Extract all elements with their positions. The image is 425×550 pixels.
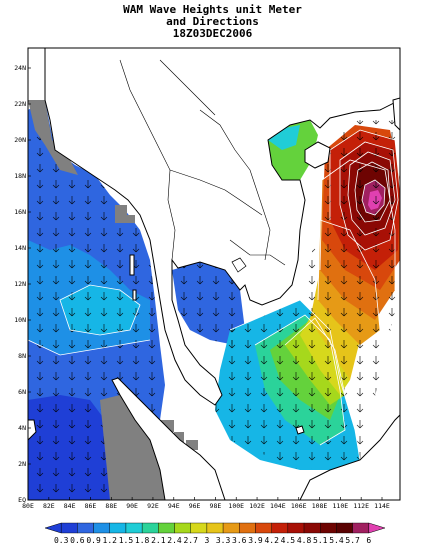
lon-label: 112E bbox=[353, 502, 369, 510]
colorbar-label: 3.3 bbox=[216, 536, 231, 545]
colorbar-label: 3.6 bbox=[232, 536, 247, 545]
colorbar-swatch bbox=[352, 522, 370, 534]
lat-label: 10N bbox=[14, 316, 26, 324]
colorbar-swatch bbox=[271, 522, 289, 534]
colorbar-label: 0.3 bbox=[54, 536, 69, 545]
lon-label: 90E bbox=[126, 502, 138, 510]
colorbar-label: 4.8 bbox=[297, 536, 312, 545]
colorbar-swatch bbox=[141, 522, 159, 534]
lat-label: 22N bbox=[14, 100, 26, 108]
colorbar-label: 5.1 bbox=[313, 536, 328, 545]
colorbar-label: 3.9 bbox=[248, 536, 263, 545]
colorbar-label: 4.5 bbox=[281, 536, 296, 545]
wave-field bbox=[28, 48, 400, 500]
lat-label: 4N bbox=[18, 424, 26, 432]
colorbar-label: 3 bbox=[204, 536, 209, 545]
lon-label: 92E bbox=[147, 502, 159, 510]
colorbar-min-arrow bbox=[44, 522, 62, 534]
colorbar-swatch bbox=[109, 522, 127, 534]
plot-frame bbox=[27, 47, 401, 501]
coastlines bbox=[28, 48, 400, 500]
contour-lines bbox=[28, 129, 400, 461]
colorbar-label: 5.7 bbox=[345, 536, 360, 545]
lon-label: 96E bbox=[189, 502, 201, 510]
longitude-axis: 80E 82E 84E 86E 88E 90E 92E 94E 96E 98E 100E 102E 10… bbox=[22, 497, 390, 510]
colorbar-labels: 0.3 0.6 0.9 1.2 1.5 1.8 2.1 2.4 2.7 3 3.3 3.6 3.9 4.2… bbox=[54, 536, 371, 545]
lat-label: 12N bbox=[14, 280, 26, 288]
lon-label: 114E bbox=[374, 502, 390, 510]
colorbar-label: 0.9 bbox=[86, 536, 101, 545]
lon-label: 94E bbox=[168, 502, 180, 510]
colorbar-swatch bbox=[222, 522, 240, 534]
lat-label: 24N bbox=[14, 64, 26, 72]
lat-label: 6N bbox=[18, 388, 26, 396]
colorbar-label: 2.4 bbox=[167, 536, 182, 545]
colorbar-label: 2.7 bbox=[183, 536, 198, 545]
colorbar bbox=[44, 522, 386, 534]
country-borders bbox=[119, 59, 286, 266]
title-line-1: WAM Wave Heights unit Meter bbox=[123, 3, 302, 16]
lon-label: 104E bbox=[270, 502, 286, 510]
lon-label: 84E bbox=[64, 502, 76, 510]
colorbar-swatch bbox=[336, 522, 353, 534]
colorbar-swatch bbox=[190, 522, 208, 534]
lon-label: 88E bbox=[105, 502, 117, 510]
title-line-3: 18Z03DEC2006 bbox=[172, 27, 253, 40]
tonle-sap-lake bbox=[231, 257, 247, 273]
lon-label: 110E bbox=[333, 502, 349, 510]
colorbar-swatch bbox=[174, 522, 191, 534]
lat-label: 18N bbox=[14, 172, 26, 180]
colorbar-label: 6 bbox=[366, 536, 371, 545]
lon-label: 106E bbox=[291, 502, 307, 510]
colorbar-label: 4.2 bbox=[264, 536, 279, 545]
lat-label: 16N bbox=[14, 208, 26, 216]
colorbar-swatch bbox=[125, 522, 143, 534]
colorbar-swatch bbox=[255, 522, 272, 534]
title-line-2: and Directions bbox=[166, 15, 259, 28]
lon-label: 98E bbox=[210, 502, 222, 510]
map-title: WAM Wave Heights unit Meter and Directio… bbox=[0, 4, 425, 40]
colorbar-swatch bbox=[239, 522, 256, 534]
lon-label: 82E bbox=[43, 502, 55, 510]
colorbar-label: 1.8 bbox=[135, 536, 150, 545]
colorbar-label: 1.2 bbox=[103, 536, 118, 545]
colorbar-swatch bbox=[206, 522, 224, 534]
colorbar-swatch bbox=[287, 522, 305, 534]
lat-label: 2N bbox=[18, 460, 26, 468]
gulf-of-tonkin-cyan bbox=[268, 125, 300, 150]
lon-label: 100E bbox=[228, 502, 244, 510]
lon-label: 108E bbox=[312, 502, 328, 510]
lat-label: 14N bbox=[14, 244, 26, 252]
colorbar-max-arrow bbox=[368, 522, 386, 534]
lon-label: 80E bbox=[22, 502, 34, 510]
colorbar-swatch bbox=[320, 522, 337, 534]
colorbar-label: 5.4 bbox=[329, 536, 344, 545]
colorbar-label: 0.6 bbox=[70, 536, 85, 545]
latitude-axis: EQ 2N 4N 6N 8N 10N 12N 14N 16N 18N 20N 22N 24N bbox=[14, 64, 31, 504]
colorbar-label: 2.1 bbox=[151, 536, 166, 545]
lon-label: 86E bbox=[85, 502, 97, 510]
colorbar-label: 1.5 bbox=[119, 536, 134, 545]
lat-label: 20N bbox=[14, 136, 26, 144]
colorbar-swatch bbox=[60, 522, 78, 534]
colorbar-swatch bbox=[303, 522, 321, 534]
lon-label: 102E bbox=[249, 502, 265, 510]
colorbar-swatch bbox=[158, 522, 175, 534]
lat-label: 8N bbox=[18, 352, 26, 360]
colorbar-swatch bbox=[77, 522, 94, 534]
lat-label: EQ bbox=[18, 496, 26, 504]
colorbar-swatch bbox=[93, 522, 110, 534]
